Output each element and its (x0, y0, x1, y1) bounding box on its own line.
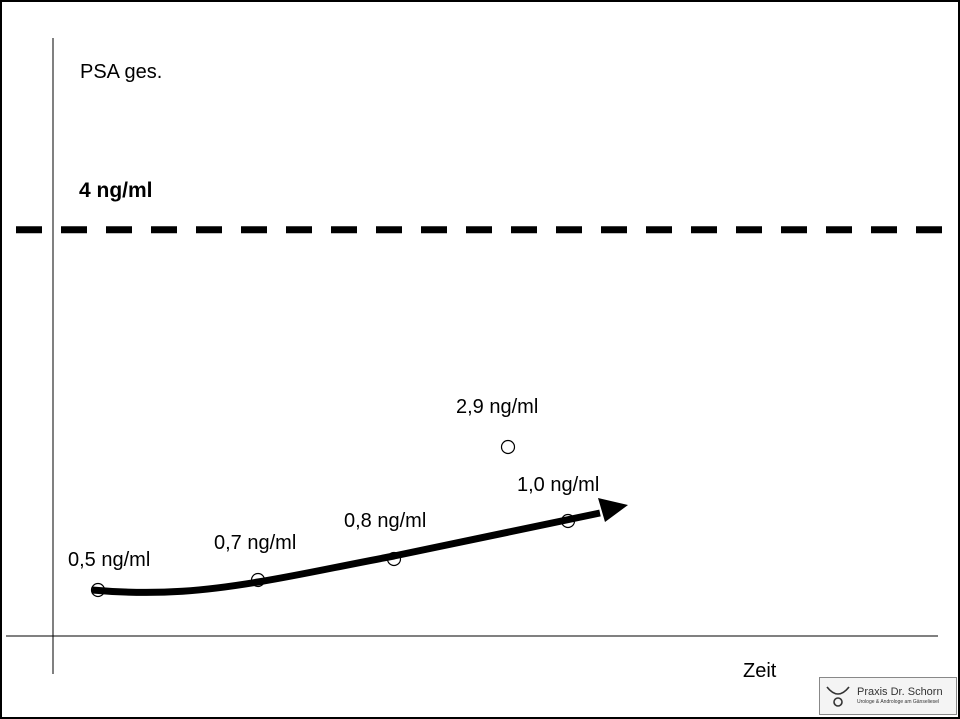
praxis-logo: Praxis Dr. Schorn Urologe & Androloge am… (819, 677, 957, 715)
data-label: 0,7 ng/ml (214, 532, 296, 554)
data-point (90, 582, 106, 598)
data-point (500, 439, 516, 455)
threshold-label: 4 ng/ml (79, 179, 153, 202)
data-label: 0,8 ng/ml (344, 510, 426, 532)
data-label: 2,9 ng/ml (456, 396, 538, 418)
trend-arrow (91, 509, 601, 596)
trend-arrow-head (598, 498, 628, 522)
x-axis-label: Zeit (743, 660, 777, 682)
y-axis-label: PSA ges. (80, 61, 162, 83)
data-point (250, 572, 266, 588)
data-point (560, 513, 576, 529)
data-point (386, 551, 402, 567)
logo-name: Praxis Dr. Schorn (857, 686, 943, 698)
logo-mark-icon (826, 686, 850, 707)
data-label: 0,5 ng/ml (68, 549, 150, 571)
data-label: 1,0 ng/ml (517, 474, 599, 496)
logo-subtitle: Urologe & Androloge am Gänseliesel (857, 699, 939, 705)
